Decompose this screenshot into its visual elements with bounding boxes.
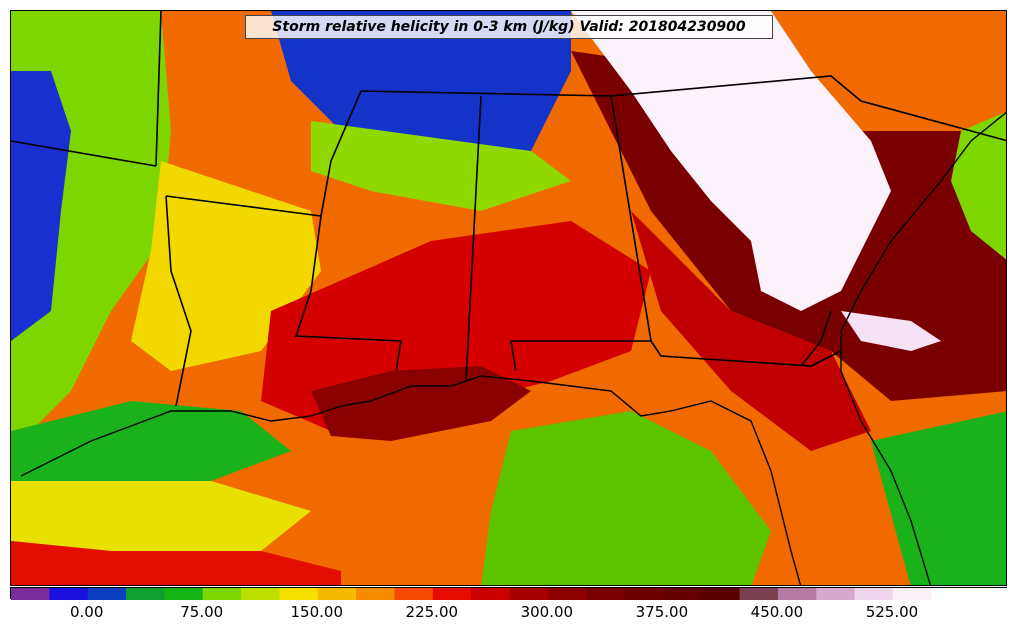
- colorbar-swatch: [777, 588, 817, 600]
- west-blue-region: [11, 71, 71, 341]
- colorbar-swatch: [241, 588, 280, 600]
- helicity-field-map: [11, 11, 1006, 585]
- central-red-core: [261, 221, 651, 431]
- map-title: Storm relative helicity in 0-3 km (J/kg)…: [245, 15, 773, 39]
- florida-east-green: [871, 411, 1006, 585]
- colorbar-swatch: [432, 588, 472, 600]
- colorbar-swatch: [49, 588, 89, 600]
- colorbar-tick-label: 75.00: [180, 603, 224, 621]
- florida-gulf-green: [481, 411, 771, 585]
- atlantic-coastline: [840, 111, 1006, 585]
- colorbar-swatch: [11, 588, 50, 600]
- colorbar-swatch: [931, 588, 971, 600]
- central-darkred-core: [311, 366, 531, 441]
- colorbar-swatch: [471, 588, 510, 600]
- colorbar-swatch: [317, 588, 357, 600]
- colorbar-swatch: [394, 588, 434, 600]
- colorbar-swatch: [816, 588, 856, 600]
- colorbar-swatch: [509, 588, 549, 600]
- colorbar-tick-label: 450.00: [750, 603, 804, 621]
- north-blue-region: [271, 11, 571, 161]
- colorbar-swatch: [892, 588, 932, 600]
- colorbar-swatch: [739, 588, 779, 600]
- colorbar-swatch: [87, 588, 127, 600]
- white-patch-east: [841, 311, 941, 351]
- southwest-red-band: [11, 541, 341, 585]
- state-borders: [11, 11, 1006, 407]
- colorbar-swatch: [164, 588, 204, 600]
- colorbar: [10, 587, 1008, 600]
- colorbar-tick-label: 375.00: [635, 603, 689, 621]
- colorbar-swatch: [356, 588, 395, 600]
- colorbar-swatch: [701, 588, 741, 600]
- map-panel: [10, 10, 1007, 586]
- colorbar-swatch: [969, 588, 1008, 600]
- colorbar-tick-label: 300.00: [520, 603, 574, 621]
- colorbar-swatch: [202, 588, 242, 600]
- colorbar-swatches: [11, 588, 1008, 600]
- gulf-yellow-band: [11, 481, 311, 551]
- colorbar-swatch: [624, 588, 664, 600]
- gulf-green-region: [11, 401, 291, 481]
- colorbar-swatch: [662, 588, 702, 600]
- colorbar-tick-label: 0.00: [69, 603, 104, 621]
- north-green-band: [311, 121, 571, 211]
- white-high-helicity: [571, 11, 891, 311]
- east-red-band: [631, 211, 871, 451]
- colorbar-swatch: [126, 588, 165, 600]
- colorbar-swatch: [279, 588, 319, 600]
- colorbar-tick-label: 225.00: [405, 603, 459, 621]
- colorbar-tick-label: 525.00: [865, 603, 919, 621]
- colorbar-tick-label: 150.00: [290, 603, 344, 621]
- gulf-coastline: [20, 375, 802, 585]
- colorbar-swatch: [547, 588, 587, 600]
- colorbar-swatch: [586, 588, 626, 600]
- colorbar-swatch: [854, 588, 894, 600]
